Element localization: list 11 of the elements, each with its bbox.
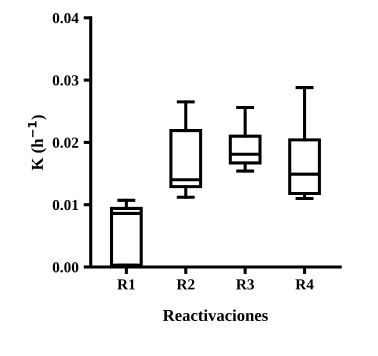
x-tick-label: R4: [295, 279, 314, 290]
x-tick-label: R1: [117, 279, 135, 290]
x-tick-label: R2: [176, 279, 194, 290]
y-tick-label: 0.00: [52, 262, 78, 273]
y-tick-label: 0.03: [52, 75, 78, 86]
y-axis-title: K (h$^{−1}$): [28, 115, 46, 170]
y-tick-label: 0.02: [52, 138, 78, 148]
y-tick-label: 0.01: [52, 200, 78, 210]
x-axis-title: Reactivaciones: [162, 309, 268, 322]
x-tick-label: R3: [236, 279, 254, 290]
y-tick-label: 0.04: [52, 12, 79, 24]
